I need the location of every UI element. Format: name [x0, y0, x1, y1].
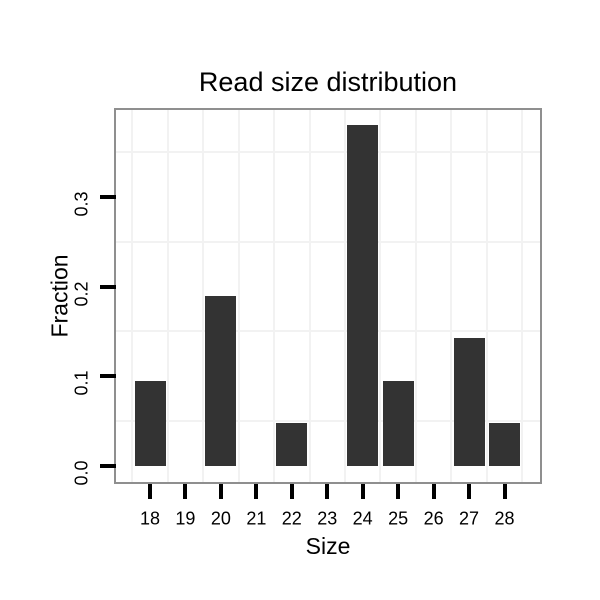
- x-tick-label-22: 22: [281, 508, 302, 529]
- x-tick-label-23: 23: [317, 508, 338, 529]
- y-axis-title: Fraction: [46, 254, 73, 338]
- x-tick-20: [218, 484, 223, 499]
- x-tick-label-28: 28: [494, 508, 515, 529]
- bar-22: [276, 423, 308, 466]
- x-tick-25: [396, 484, 401, 499]
- gridline-vertical: [166, 110, 169, 482]
- plot-panel: [116, 110, 540, 482]
- x-tick-label-25: 25: [388, 508, 409, 529]
- gridline-horizontal: [116, 330, 540, 333]
- gridline-vertical: [237, 110, 240, 482]
- chart-title: Read size distribution: [198, 67, 458, 97]
- x-tick-27: [467, 484, 472, 499]
- y-tick-label-0.3: 0.3: [71, 191, 92, 217]
- y-tick-label-0.2: 0.2: [71, 280, 92, 307]
- gridline-horizontal: [116, 419, 540, 422]
- x-tick-21: [254, 484, 259, 499]
- x-tick-label-27: 27: [459, 508, 480, 529]
- bar-20: [205, 296, 237, 466]
- x-tick-label-18: 18: [139, 508, 161, 529]
- gridline-vertical: [273, 110, 276, 482]
- gridline-vertical: [450, 110, 453, 482]
- gridline-vertical: [414, 110, 417, 482]
- x-tick-label-20: 20: [210, 508, 231, 529]
- gridline-vertical: [131, 110, 134, 482]
- x-axis-title: Size: [305, 533, 351, 559]
- gridline-vertical: [202, 110, 205, 482]
- y-tick-0.2: [100, 284, 116, 289]
- gridline-vertical: [343, 110, 346, 482]
- gridline-vertical: [308, 110, 311, 482]
- gridline-horizontal: [116, 151, 540, 154]
- bar-18: [134, 381, 166, 466]
- x-tick-23: [325, 484, 330, 499]
- bar-24: [347, 125, 379, 466]
- x-tick-24: [360, 484, 365, 499]
- bar-25: [382, 381, 414, 466]
- x-tick-18: [148, 484, 152, 499]
- x-tick-28: [502, 484, 507, 499]
- bar-27: [453, 338, 485, 466]
- gridline-vertical: [485, 110, 488, 482]
- x-tick-22: [289, 484, 294, 499]
- x-tick-label-21: 21: [246, 508, 267, 529]
- x-tick-19: [183, 484, 188, 499]
- x-tick-label-26: 26: [423, 508, 444, 529]
- gridline-vertical: [521, 110, 524, 482]
- gridline-vertical: [379, 110, 382, 482]
- y-tick-0.0: [100, 463, 116, 468]
- bar-28: [489, 423, 520, 466]
- gridline-horizontal: [116, 240, 540, 243]
- y-tick-0.1: [100, 374, 116, 378]
- y-tick-label-0.1: 0.1: [71, 370, 92, 396]
- x-tick-26: [431, 484, 436, 499]
- x-tick-label-19: 19: [175, 508, 196, 529]
- x-tick-label-24: 24: [352, 508, 373, 529]
- y-tick-0.3: [100, 195, 116, 199]
- y-tick-label-0.0: 0.0: [71, 459, 92, 486]
